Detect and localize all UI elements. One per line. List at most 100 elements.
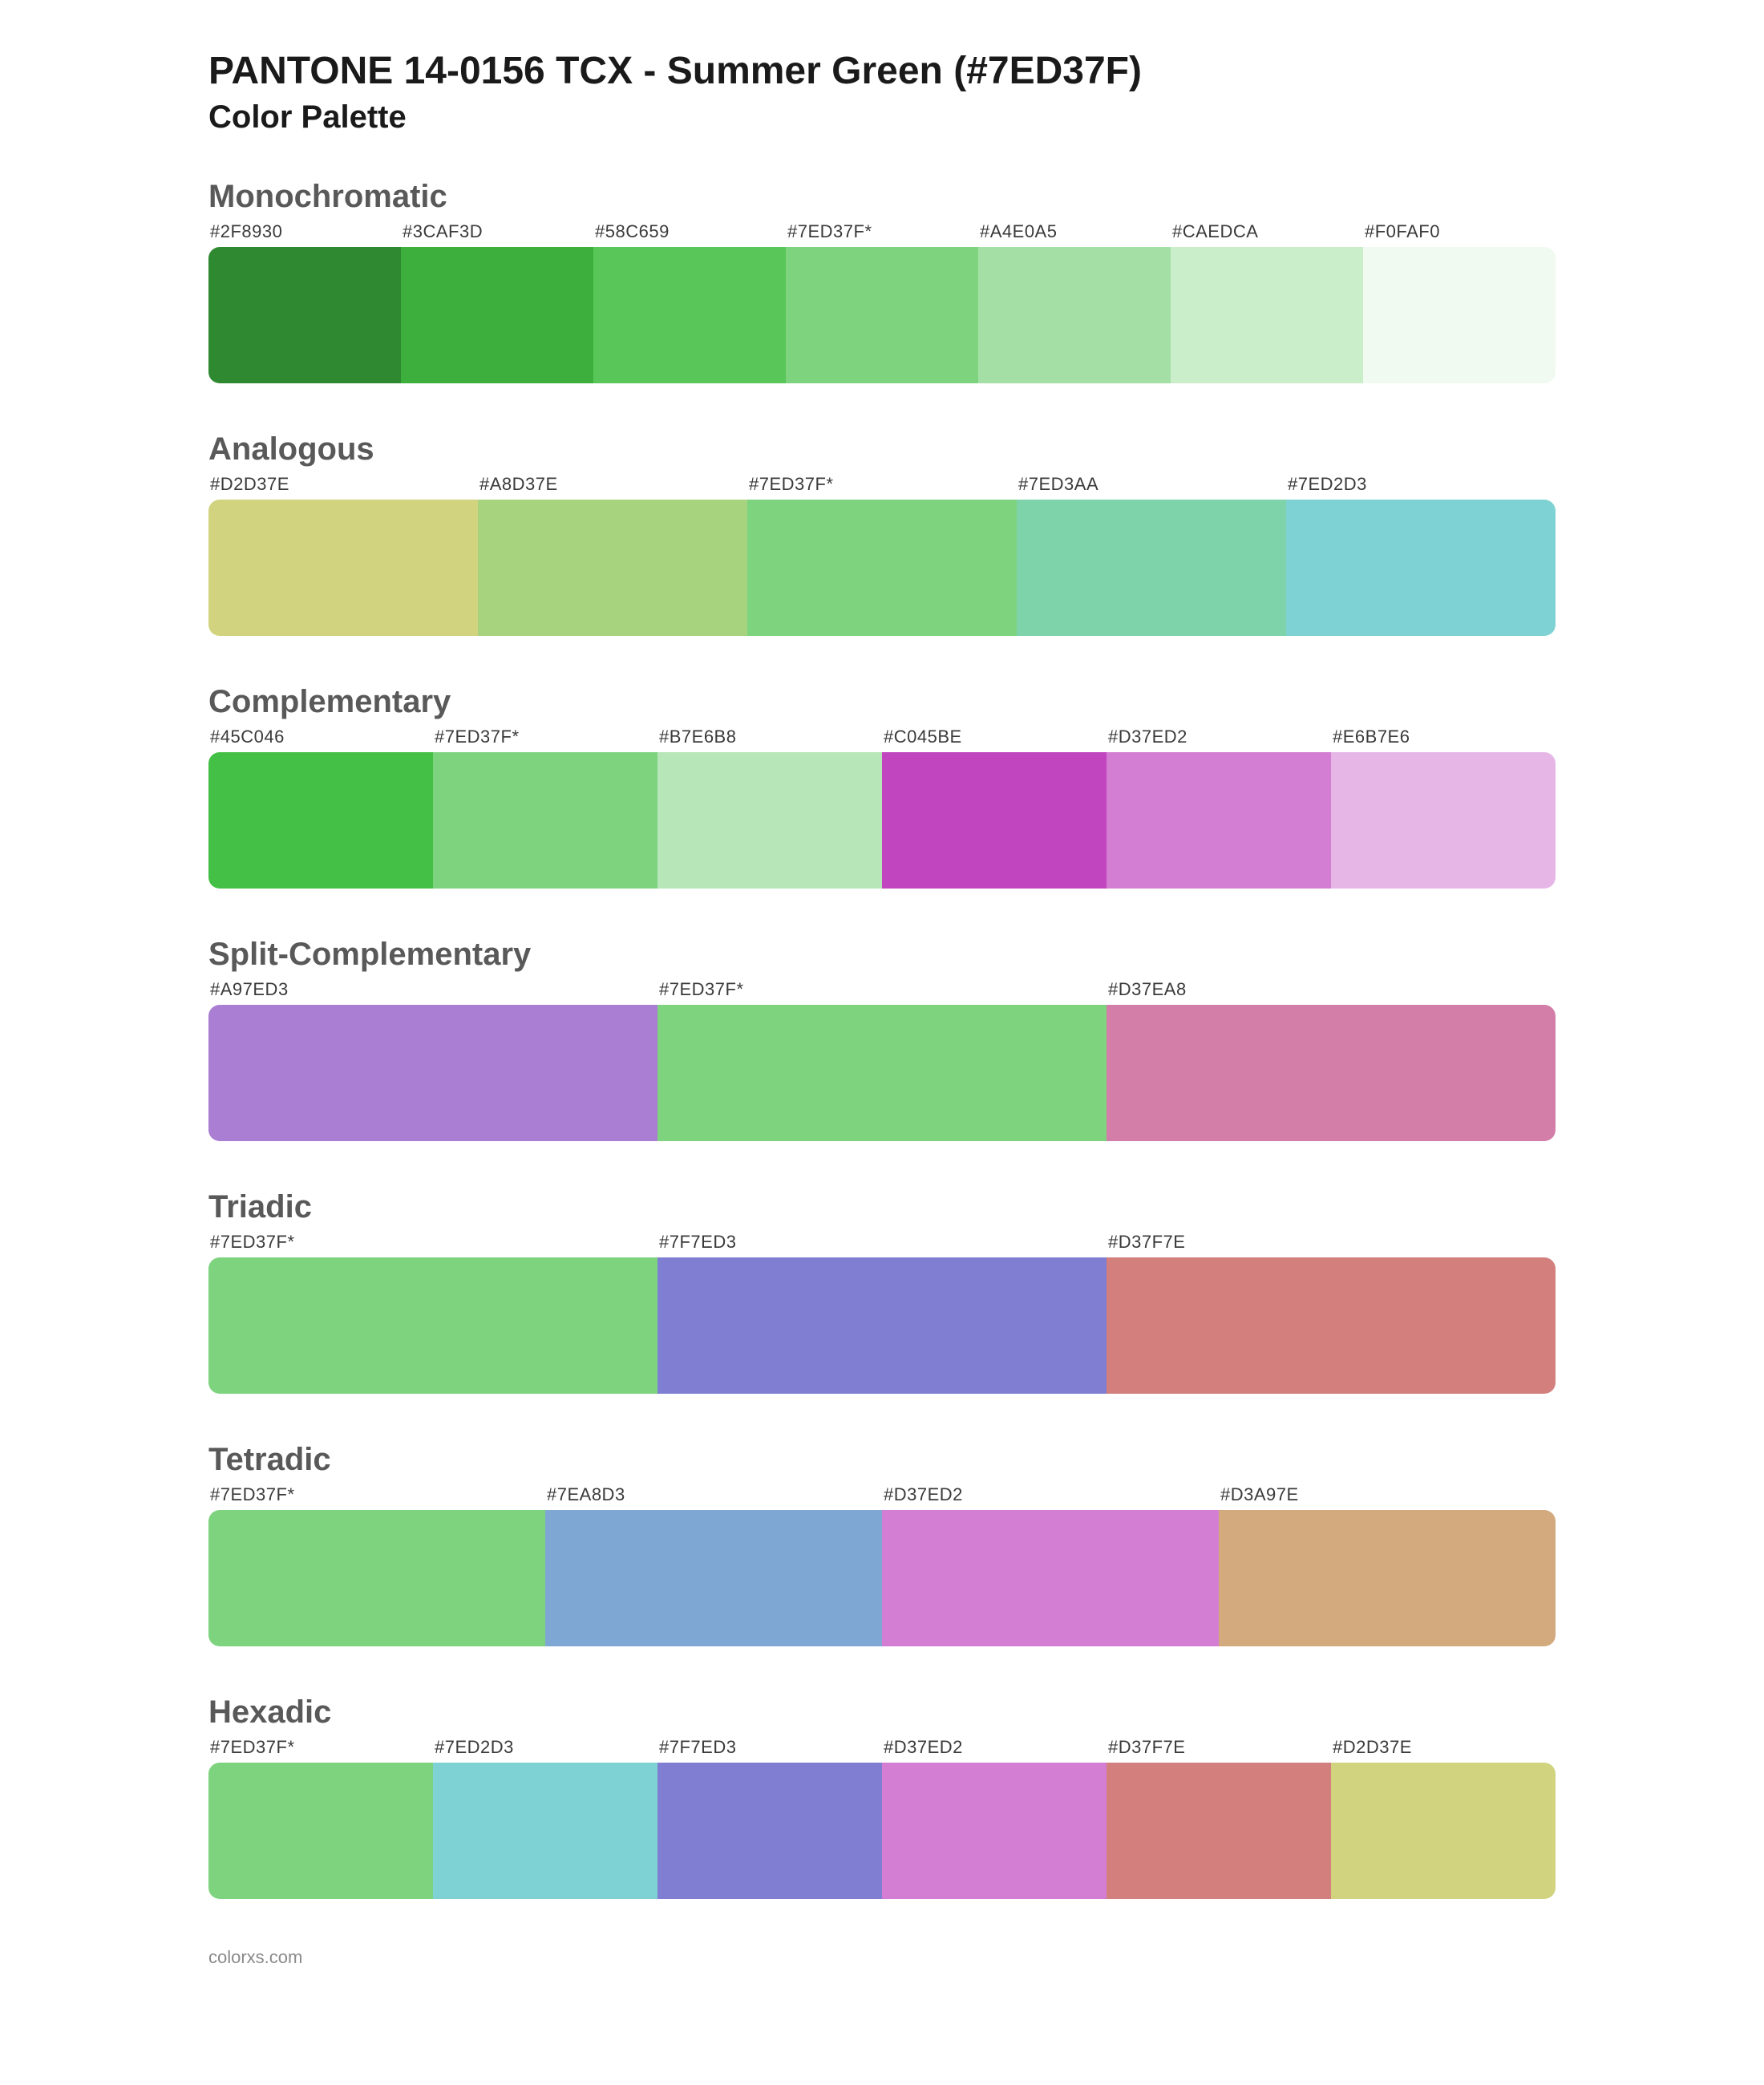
- swatch-hex-label: #7ED2D3: [1286, 471, 1556, 500]
- swatch-hex-label: #7F7ED3: [657, 1229, 1107, 1257]
- swatch-box: [786, 247, 978, 383]
- section-title: Split-Complementary: [208, 937, 1556, 973]
- color-swatch[interactable]: #3CAF3D: [401, 218, 593, 383]
- swatch-hex-label: #A8D37E: [478, 471, 747, 500]
- swatch-box: [208, 1005, 657, 1141]
- page-subtitle: Color Palette: [208, 99, 1556, 136]
- color-swatch[interactable]: #45C046: [208, 723, 433, 889]
- palette-section: Hexadic#7ED37F*#7ED2D3#7F7ED3#D37ED2#D37…: [208, 1694, 1556, 1899]
- swatch-box: [1107, 1005, 1556, 1141]
- section-title: Triadic: [208, 1189, 1556, 1225]
- color-swatch[interactable]: #B7E6B8: [657, 723, 882, 889]
- swatch-hex-label: #A97ED3: [208, 976, 657, 1005]
- color-swatch[interactable]: #D37F7E: [1107, 1734, 1331, 1899]
- swatch-box: [882, 1510, 1219, 1646]
- swatch-hex-label: #B7E6B8: [657, 723, 882, 752]
- palette-section: Complementary#45C046#7ED37F*#B7E6B8#C045…: [208, 684, 1556, 889]
- color-swatch[interactable]: #D37EA8: [1107, 976, 1556, 1141]
- palette-section: Monochromatic#2F8930#3CAF3D#58C659#7ED37…: [208, 179, 1556, 383]
- swatch-hex-label: #D37ED2: [882, 1481, 1219, 1510]
- swatch-box: [1171, 247, 1363, 383]
- color-swatch[interactable]: #7ED37F*: [747, 471, 1017, 636]
- color-swatch[interactable]: #D2D37E: [208, 471, 478, 636]
- swatch-hex-label: #A4E0A5: [978, 218, 1171, 247]
- swatch-hex-label: #3CAF3D: [401, 218, 593, 247]
- swatch-box: [208, 1257, 657, 1394]
- color-swatch[interactable]: #F0FAF0: [1363, 218, 1556, 383]
- swatch-hex-label: #7ED37F*: [786, 218, 978, 247]
- color-swatch[interactable]: #58C659: [593, 218, 786, 383]
- swatch-hex-label: #D2D37E: [208, 471, 478, 500]
- swatch-hex-label: #D37F7E: [1107, 1229, 1556, 1257]
- palette-sections: Monochromatic#2F8930#3CAF3D#58C659#7ED37…: [208, 179, 1556, 1899]
- color-swatch[interactable]: #7EA8D3: [545, 1481, 882, 1646]
- swatch-box: [882, 1763, 1107, 1899]
- palette-section: Tetradic#7ED37F*#7EA8D3#D37ED2#D3A97E: [208, 1442, 1556, 1646]
- color-swatch[interactable]: #A8D37E: [478, 471, 747, 636]
- swatch-box: [978, 247, 1171, 383]
- swatch-hex-label: #7ED37F*: [657, 976, 1107, 1005]
- color-swatch[interactable]: #C045BE: [882, 723, 1107, 889]
- swatch-box: [208, 500, 478, 636]
- swatch-hex-label: #D3A97E: [1219, 1481, 1556, 1510]
- swatch-row: #2F8930#3CAF3D#58C659#7ED37F*#A4E0A5#CAE…: [208, 218, 1556, 383]
- swatch-box: [1363, 247, 1556, 383]
- color-swatch[interactable]: #7F7ED3: [657, 1734, 882, 1899]
- swatch-box: [657, 1005, 1107, 1141]
- swatch-row: #45C046#7ED37F*#B7E6B8#C045BE#D37ED2#E6B…: [208, 723, 1556, 889]
- footer-credit: colorxs.com: [208, 1947, 1556, 1968]
- color-swatch[interactable]: #D37ED2: [882, 1481, 1219, 1646]
- swatch-hex-label: #D37EA8: [1107, 976, 1556, 1005]
- palette-section: Analogous #D2D37E#A8D37E#7ED37F*#7ED3AA#7…: [208, 431, 1556, 636]
- swatch-hex-label: #D37ED2: [1107, 723, 1331, 752]
- color-swatch[interactable]: #7ED2D3: [1286, 471, 1556, 636]
- swatch-row: #A97ED3#7ED37F*#D37EA8: [208, 976, 1556, 1141]
- swatch-box: [747, 500, 1017, 636]
- color-swatch[interactable]: #7ED3AA: [1017, 471, 1286, 636]
- swatch-hex-label: #7ED37F*: [208, 1734, 433, 1763]
- section-title: Monochromatic: [208, 179, 1556, 215]
- color-swatch[interactable]: #A4E0A5: [978, 218, 1171, 383]
- color-swatch[interactable]: #D37ED2: [882, 1734, 1107, 1899]
- color-swatch[interactable]: #D37F7E: [1107, 1229, 1556, 1394]
- color-swatch[interactable]: #7ED37F*: [657, 976, 1107, 1141]
- color-swatch[interactable]: #7ED37F*: [786, 218, 978, 383]
- color-swatch[interactable]: #E6B7E6: [1331, 723, 1556, 889]
- swatch-box: [433, 752, 657, 889]
- swatch-box: [1331, 1763, 1556, 1899]
- swatch-box: [208, 247, 401, 383]
- swatch-box: [1107, 1257, 1556, 1394]
- section-title: Analogous: [208, 431, 1556, 468]
- color-swatch[interactable]: #A97ED3: [208, 976, 657, 1141]
- color-swatch[interactable]: #7ED2D3: [433, 1734, 657, 1899]
- swatch-hex-label: #58C659: [593, 218, 786, 247]
- swatch-box: [657, 1257, 1107, 1394]
- swatch-box: [657, 752, 882, 889]
- color-swatch[interactable]: #2F8930: [208, 218, 401, 383]
- color-swatch[interactable]: #7ED37F*: [208, 1481, 545, 1646]
- color-swatch[interactable]: #7ED37F*: [208, 1734, 433, 1899]
- swatch-box: [1107, 752, 1331, 889]
- swatch-box: [478, 500, 747, 636]
- swatch-row: #7ED37F*#7F7ED3#D37F7E: [208, 1229, 1556, 1394]
- section-title: Complementary: [208, 684, 1556, 720]
- color-swatch[interactable]: #7ED37F*: [208, 1229, 657, 1394]
- color-swatch[interactable]: #7ED37F*: [433, 723, 657, 889]
- swatch-box: [1107, 1763, 1331, 1899]
- swatch-box: [1331, 752, 1556, 889]
- swatch-box: [657, 1763, 882, 1899]
- swatch-hex-label: #45C046: [208, 723, 433, 752]
- swatch-hex-label: #7ED2D3: [433, 1734, 657, 1763]
- swatch-box: [1017, 500, 1286, 636]
- palette-section: Split-Complementary#A97ED3#7ED37F*#D37EA…: [208, 937, 1556, 1141]
- color-swatch[interactable]: #D2D37E: [1331, 1734, 1556, 1899]
- color-swatch[interactable]: #D3A97E: [1219, 1481, 1556, 1646]
- color-swatch[interactable]: #D37ED2: [1107, 723, 1331, 889]
- color-swatch[interactable]: #CAEDCA: [1171, 218, 1363, 383]
- page-title: PANTONE 14-0156 TCX - Summer Green (#7ED…: [208, 48, 1556, 95]
- swatch-box: [545, 1510, 882, 1646]
- section-title: Tetradic: [208, 1442, 1556, 1478]
- swatch-row: #7ED37F*#7ED2D3#7F7ED3#D37ED2#D37F7E#D2D…: [208, 1734, 1556, 1899]
- color-swatch[interactable]: #7F7ED3: [657, 1229, 1107, 1394]
- swatch-box: [208, 1510, 545, 1646]
